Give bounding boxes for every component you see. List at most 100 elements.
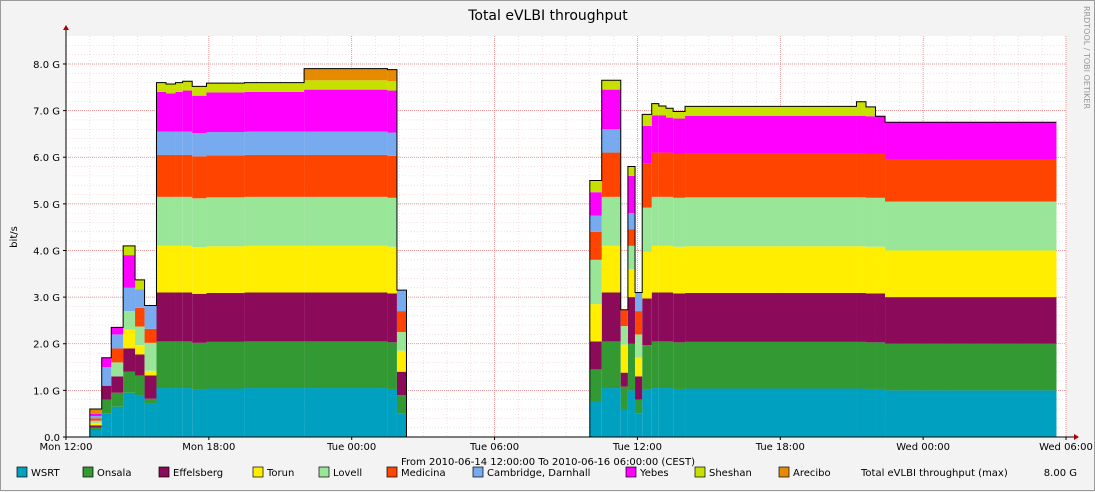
series-band — [666, 196, 674, 246]
series-band — [651, 292, 659, 342]
series-band — [156, 292, 166, 342]
series-cambridge-darnhall — [89, 129, 643, 419]
series-band — [875, 388, 886, 437]
series-band — [135, 289, 145, 308]
series-arecibo — [89, 68, 397, 414]
series-band — [175, 388, 183, 437]
series-band — [685, 115, 857, 154]
legend-swatch — [82, 466, 94, 478]
legend-swatch — [625, 466, 637, 478]
series-band — [620, 409, 628, 437]
series-band — [144, 375, 157, 399]
series-band — [685, 106, 857, 116]
x-tick-label: Tue 00:00 — [326, 442, 376, 453]
series-band — [89, 413, 102, 417]
series-band — [192, 95, 207, 133]
series-band — [866, 197, 876, 247]
series-medicina — [89, 152, 1057, 421]
series-band — [866, 246, 876, 294]
x-axis-arrow — [1074, 434, 1079, 440]
series-band — [387, 293, 397, 343]
series-band — [111, 392, 124, 407]
series-band — [601, 129, 621, 153]
series-band — [627, 297, 636, 344]
series-band — [175, 131, 183, 155]
series-band — [156, 245, 166, 293]
series-band — [89, 423, 102, 426]
series-band — [658, 115, 666, 153]
series-band — [673, 197, 686, 247]
y-tick-label: 2.0 G — [33, 340, 60, 351]
series-band — [856, 197, 866, 247]
series-band — [642, 163, 652, 208]
series-band — [875, 342, 886, 389]
series-band — [135, 395, 145, 437]
series-band — [666, 388, 674, 437]
series-band — [175, 196, 183, 246]
series-band — [387, 155, 397, 198]
series-band — [658, 105, 666, 116]
series-band — [685, 246, 857, 293]
series-band — [182, 245, 193, 293]
series-band — [642, 114, 652, 126]
total-outline — [66, 68, 1057, 438]
series-band — [123, 371, 136, 393]
series-band — [627, 213, 636, 230]
series-band — [387, 197, 397, 247]
series-band — [206, 292, 245, 342]
series-band — [635, 357, 643, 377]
series-band — [866, 116, 876, 154]
x-tick-label: Tue 12:00 — [612, 442, 662, 453]
series-band — [175, 341, 183, 389]
legend-label: Sheshan — [709, 468, 752, 479]
x-tick-label: Tue 06:00 — [469, 442, 519, 453]
series-band — [156, 154, 166, 197]
series-band — [166, 388, 176, 437]
series-band — [673, 118, 686, 154]
series-band — [244, 292, 305, 342]
series-band — [635, 292, 643, 312]
series-band — [182, 388, 193, 437]
series-band — [658, 152, 666, 197]
series-band — [396, 332, 407, 351]
legend-swatch — [16, 466, 28, 478]
series-band — [396, 395, 407, 414]
series-band — [885, 159, 1057, 202]
x-tick-label: Mon 12:00 — [39, 442, 92, 453]
series-band — [642, 345, 652, 390]
series-band — [244, 341, 305, 389]
series-band — [658, 245, 666, 293]
series-band — [666, 292, 674, 342]
series-band — [589, 192, 602, 216]
legend-swatch — [386, 466, 398, 478]
series-band — [673, 388, 686, 437]
series-band — [601, 388, 621, 437]
series-band — [123, 255, 136, 288]
series-band — [635, 376, 643, 400]
series-band — [182, 341, 193, 389]
series-band — [635, 311, 643, 335]
series-band — [244, 388, 305, 437]
series-band — [875, 293, 886, 343]
legend-label: Cambridge, Darnhall — [487, 468, 590, 479]
series-band — [396, 350, 407, 372]
series-band — [123, 392, 136, 437]
series-band — [673, 111, 686, 119]
series-band — [175, 154, 183, 197]
legend-swatch — [158, 466, 170, 478]
series-band — [244, 245, 305, 293]
series-band — [885, 343, 1057, 391]
series-band — [304, 80, 388, 90]
series-band — [175, 292, 183, 342]
series-band — [192, 156, 207, 199]
series-band — [156, 196, 166, 246]
series-band — [111, 348, 124, 363]
series-band — [666, 245, 674, 293]
series-band — [192, 247, 207, 294]
series-band — [601, 196, 621, 246]
series-band — [635, 399, 643, 414]
legend-label: Medicina — [401, 468, 446, 479]
series-band — [182, 154, 193, 197]
series-band — [601, 245, 621, 293]
series-band — [658, 341, 666, 389]
